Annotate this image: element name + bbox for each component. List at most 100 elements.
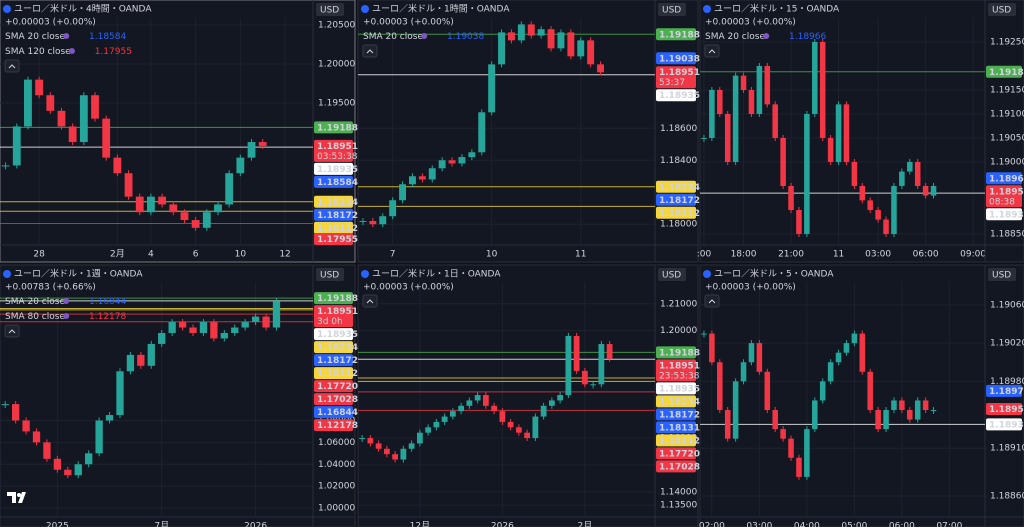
- candle-body: [231, 327, 239, 333]
- collapse-button[interactable]: [362, 44, 378, 58]
- y-tick-label: 1.20000: [660, 326, 697, 336]
- candle-body: [875, 410, 881, 430]
- currency-label[interactable]: USD: [662, 271, 681, 281]
- candle-body: [515, 427, 522, 433]
- symbol-icon: [3, 5, 11, 13]
- price-badge: [656, 382, 696, 395]
- price-badge-label: 1.18951: [989, 187, 1024, 197]
- price-badge-label: 1.16844: [317, 408, 358, 418]
- price-change: +0.00003 (+0.00%): [5, 18, 96, 28]
- candle-body: [883, 410, 889, 430]
- candle-body: [922, 185, 929, 196]
- collapse-button[interactable]: [4, 59, 20, 73]
- candle-body: [573, 335, 580, 371]
- price-badge-label: 1.18112: [317, 224, 358, 234]
- y-tick-label: 1.19150: [990, 85, 1024, 95]
- price-badge-label: 1.17720: [317, 382, 358, 392]
- candle-body: [851, 161, 858, 186]
- price-badge-label: 1.18935: [317, 330, 358, 340]
- price-badge: [656, 346, 696, 359]
- candle-body: [416, 432, 423, 444]
- candle-body: [35, 79, 44, 96]
- candle-body: [701, 137, 707, 139]
- candle-body: [764, 65, 771, 105]
- y-tick-label: 1.20000: [318, 60, 355, 70]
- candle-body: [168, 322, 176, 333]
- currency-label[interactable]: USD: [992, 271, 1011, 281]
- currency-button[interactable]: [988, 268, 1016, 281]
- indicator-name: SMA 20 close: [5, 32, 65, 42]
- collapse-button[interactable]: [704, 44, 720, 58]
- candle-body: [537, 29, 545, 36]
- candle-body: [68, 126, 77, 143]
- currency-button[interactable]: [316, 3, 344, 16]
- collapse-button[interactable]: [362, 294, 378, 308]
- y-tick-label: 1.19100: [990, 109, 1024, 119]
- chart-panel[interactable]: 1.19250 1.19150 1.19100 1.19050 1.19000 1.188…: [697, 0, 1024, 263]
- candle-body: [478, 112, 486, 153]
- symbol-title: ユーロ／米ドル・1時間・OANDA: [372, 3, 510, 15]
- candle-body: [43, 442, 51, 459]
- candle-body: [709, 333, 715, 363]
- candle-body: [922, 400, 929, 411]
- candle-body: [804, 429, 810, 477]
- currency-label[interactable]: USD: [992, 6, 1011, 16]
- price-badge: [986, 384, 1022, 397]
- candle-body: [899, 400, 905, 411]
- candle-body: [137, 354, 145, 366]
- x-tick-label: 6: [193, 250, 199, 260]
- x-tick-label: 09:00: [960, 250, 986, 260]
- candle-body: [724, 113, 731, 162]
- candle-body: [587, 40, 595, 65]
- candle-body: [740, 75, 747, 90]
- currency-button[interactable]: [658, 268, 686, 281]
- currency-button[interactable]: [658, 3, 686, 16]
- x-tick-label: 2026: [491, 522, 514, 527]
- price-badge-label: 1.18951: [317, 142, 358, 152]
- candle-body: [548, 400, 555, 406]
- candle-body: [46, 95, 55, 111]
- candle-body: [85, 453, 93, 465]
- x-tick-label: 05:00: [841, 522, 867, 527]
- chart-panel[interactable]: 1.19060 1.19020 1.18980 1.18910 1.18860 02:00…: [699, 264, 1024, 527]
- candle-body: [796, 457, 802, 477]
- indicator-icon: [63, 298, 70, 304]
- price-badge: [656, 421, 696, 434]
- currency-label[interactable]: USD: [662, 6, 681, 16]
- currency-label[interactable]: USD: [320, 6, 339, 16]
- price-badge-countdown: 53:37: [659, 78, 685, 88]
- price-badge-label: 1.12178: [317, 421, 358, 431]
- collapse-button[interactable]: [4, 324, 20, 338]
- price-badge: [314, 419, 353, 432]
- currency-button[interactable]: [316, 268, 344, 281]
- price-change: +0.00003 (+0.00%): [705, 18, 796, 28]
- candle-body: [517, 24, 525, 41]
- candle-body: [210, 322, 218, 339]
- candle-body: [717, 89, 723, 114]
- candle-body: [359, 221, 367, 223]
- currency-button[interactable]: [988, 3, 1016, 16]
- candle-body: [756, 65, 763, 114]
- candle-body: [102, 118, 111, 158]
- price-badge: [314, 328, 353, 341]
- indicator-legend: SMA 20 close 1.18966: [705, 32, 826, 42]
- y-tick-label: 1.19250: [990, 37, 1024, 47]
- price-badge-label: 1.18112: [659, 209, 700, 219]
- chart-panel[interactable]: 1.18600 1.18400 1.18000 7 10 11 1.19188 1.19038…: [357, 0, 700, 263]
- price-badge: [656, 52, 696, 65]
- chart-panel[interactable]: 1.20500 1.20000 1.19500 28 2月 4 6 10 12 1.19188 1.…: [0, 0, 358, 263]
- collapse-button[interactable]: [704, 294, 720, 308]
- candle-body: [507, 421, 514, 428]
- candle-body: [146, 196, 155, 213]
- price-badge: [986, 65, 1022, 78]
- symbol-icon: [361, 270, 369, 278]
- currency-label[interactable]: USD: [320, 271, 339, 281]
- candle-body: [135, 196, 144, 213]
- price-badge: [314, 175, 353, 188]
- candle-body: [732, 75, 739, 162]
- price-badge: [986, 208, 1022, 221]
- chart-panel[interactable]: 1.080001.060001.040001.020001.0000020257…: [0, 264, 358, 527]
- chart-panel[interactable]: 1.210001.200001.160001.150001.140001.135…: [357, 264, 700, 527]
- x-tick-label: 12: [279, 250, 290, 260]
- panel-background: [0, 0, 356, 263]
